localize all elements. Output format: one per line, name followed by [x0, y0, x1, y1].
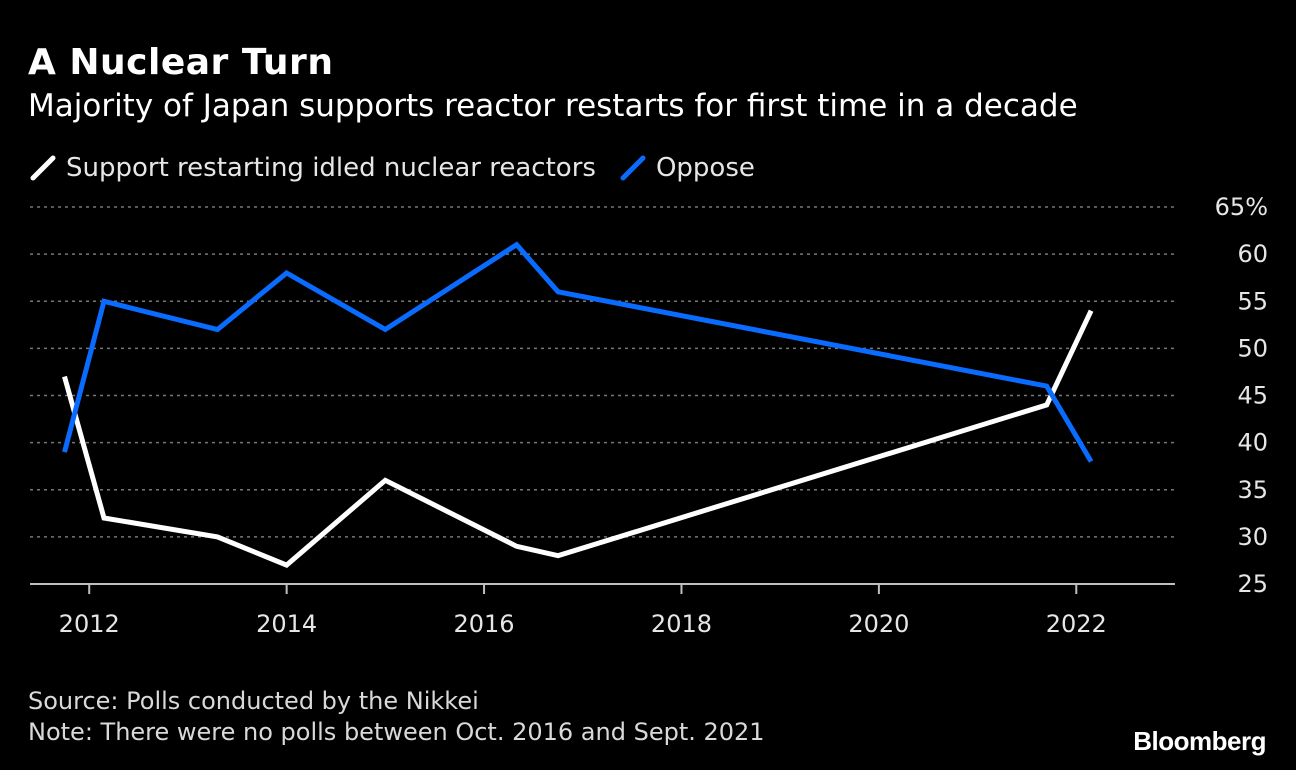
x-tick-label-2020: 2020	[848, 610, 909, 638]
bloomberg-logo: Bloomberg	[1133, 726, 1266, 756]
x-tick-label-2014: 2014	[256, 610, 317, 638]
x-tick-label-2012: 2012	[59, 610, 120, 638]
y-tick-label-40: 40	[1237, 429, 1268, 457]
footer: Source: Polls conducted by the Nikkei No…	[28, 686, 765, 748]
legend-item-oppose: Oppose	[618, 153, 755, 183]
y-tick-label-35: 35	[1237, 476, 1268, 504]
oppose-line-swatch-icon	[620, 155, 646, 181]
y-tick-label-30: 30	[1237, 523, 1268, 551]
source-note: Source: Polls conducted by the Nikkei	[28, 687, 479, 715]
x-tick-label-2018: 2018	[651, 610, 712, 638]
tick-labels: 25 30 35 40 45 50 55 60 65% 2012 2014 2016 2018 2020 2…	[59, 193, 1268, 638]
y-tick-label-50: 50	[1237, 334, 1268, 362]
grid	[30, 206, 1175, 538]
series	[62, 241, 1094, 568]
legend-label-support: Support restarting idled nuclear reactor…	[66, 153, 596, 183]
x-axis	[30, 583, 1175, 594]
chart-subtitle: Majority of Japan supports reactor resta…	[28, 88, 1078, 124]
chart-title: A Nuclear Turn	[28, 42, 334, 83]
y-tick-label-65: 65%	[1215, 193, 1268, 221]
y-tick-label-60: 60	[1237, 240, 1268, 268]
y-tick-label-45: 45	[1237, 382, 1268, 410]
x-tick-label-2016: 2016	[454, 610, 515, 638]
legend-item-support: Support restarting idled nuclear reactor…	[28, 153, 596, 183]
methodology-note: Note: There were no polls between Oct. 2…	[28, 718, 765, 746]
support-line-swatch-icon	[30, 155, 56, 181]
y-tick-label-25: 25	[1237, 570, 1268, 598]
legend-label-oppose: Oppose	[655, 153, 755, 183]
x-tick-label-2022: 2022	[1046, 610, 1107, 638]
legend: Support restarting idled nuclear reactor…	[28, 150, 777, 186]
y-tick-label-55: 55	[1237, 287, 1268, 315]
series-line-oppose	[62, 241, 1094, 463]
